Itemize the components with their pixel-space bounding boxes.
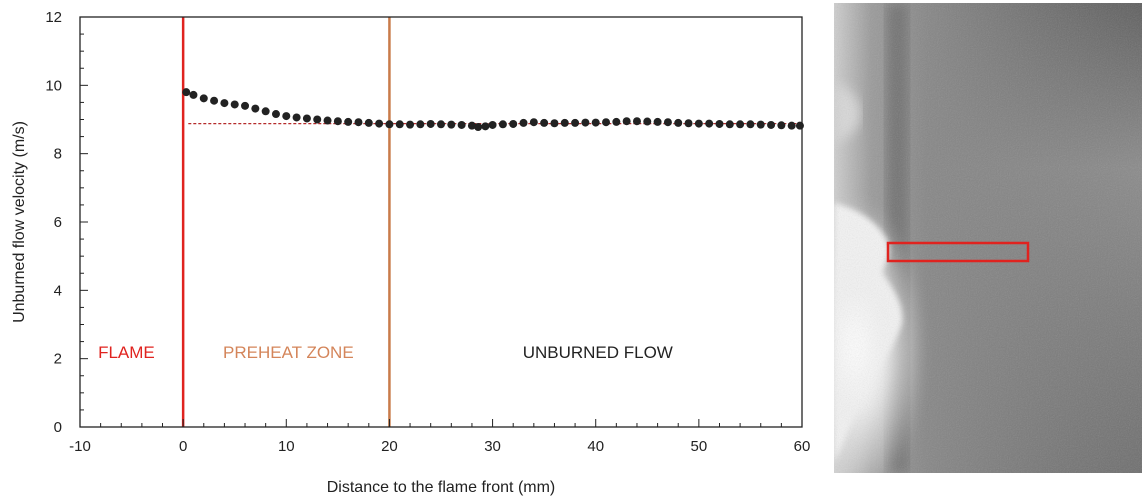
data-point bbox=[746, 120, 755, 129]
data-point bbox=[333, 117, 342, 126]
data-point bbox=[612, 117, 621, 126]
data-point bbox=[364, 118, 373, 127]
data-point bbox=[715, 119, 724, 128]
data-point bbox=[282, 112, 291, 121]
data-point bbox=[292, 113, 301, 122]
x-tick-label: 50 bbox=[691, 438, 708, 455]
data-point bbox=[457, 120, 466, 129]
flame-photo bbox=[834, 3, 1142, 473]
data-point bbox=[406, 120, 415, 129]
data-point-layer bbox=[182, 88, 804, 132]
data-point bbox=[488, 120, 497, 129]
y-tick-label: 2 bbox=[54, 351, 62, 368]
data-point bbox=[189, 90, 198, 99]
data-point bbox=[375, 119, 384, 128]
y-tick-label: 10 bbox=[45, 77, 62, 94]
data-point bbox=[663, 118, 672, 127]
data-point bbox=[725, 120, 734, 129]
data-point bbox=[261, 107, 270, 116]
data-point bbox=[643, 117, 652, 126]
data-point bbox=[602, 118, 611, 127]
data-point bbox=[251, 104, 260, 113]
data-point bbox=[241, 101, 250, 110]
data-point bbox=[705, 119, 714, 128]
y-tick-label: 0 bbox=[54, 419, 62, 436]
data-point bbox=[581, 118, 590, 127]
data-point bbox=[622, 117, 631, 126]
data-point bbox=[323, 116, 332, 125]
data-point bbox=[736, 120, 745, 129]
data-point bbox=[674, 118, 683, 127]
photo-grain bbox=[834, 3, 1142, 473]
x-tick-label: 30 bbox=[484, 438, 501, 455]
plot-frame bbox=[79, 16, 803, 428]
data-point bbox=[354, 118, 363, 127]
x-tick-label: -10 bbox=[69, 438, 91, 455]
data-point bbox=[540, 118, 549, 127]
data-point bbox=[529, 118, 538, 127]
y-axis-title: Unburned flow velocity (m/s) bbox=[11, 121, 28, 323]
data-point bbox=[787, 121, 796, 130]
data-point bbox=[591, 118, 600, 127]
data-point bbox=[313, 115, 322, 124]
zone-boundary-layer bbox=[181, 17, 391, 427]
data-point bbox=[550, 119, 559, 128]
x-tick-label: 40 bbox=[587, 438, 604, 455]
data-point bbox=[437, 120, 445, 129]
y-tick-label: 12 bbox=[45, 9, 62, 26]
axis-layer: -10 0 10 20 30 40 50 60 0 2 4 6 8 10 12 Distance to the… bbox=[11, 9, 810, 496]
x-tick-label: 60 bbox=[794, 438, 811, 455]
data-point bbox=[632, 117, 641, 126]
data-point bbox=[344, 117, 353, 126]
y-tick-label: 8 bbox=[54, 146, 62, 163]
data-point bbox=[385, 120, 394, 129]
data-point bbox=[795, 121, 804, 130]
data-point bbox=[571, 118, 580, 127]
data-point bbox=[182, 88, 191, 97]
measurement-region-box bbox=[886, 241, 1030, 263]
data-point bbox=[694, 119, 703, 128]
data-point bbox=[498, 120, 507, 129]
x-tick-label: 20 bbox=[381, 438, 398, 455]
data-point bbox=[220, 99, 229, 108]
data-point bbox=[426, 119, 435, 128]
x-tick-label: 0 bbox=[179, 438, 187, 455]
data-point bbox=[560, 118, 569, 127]
zone-label: FLAME bbox=[98, 343, 155, 362]
data-point bbox=[481, 122, 490, 131]
x-axis-title: Distance to the flame front (mm) bbox=[327, 479, 556, 496]
x-tick-label: 10 bbox=[278, 438, 295, 455]
data-point bbox=[767, 120, 776, 129]
data-point bbox=[467, 121, 476, 130]
y-tick-label: 4 bbox=[54, 282, 62, 299]
data-point bbox=[199, 94, 208, 103]
annotation-layer: FLAME PREHEAT ZONE UNBURNED FLOW bbox=[98, 343, 673, 362]
data-point bbox=[653, 117, 662, 126]
data-point bbox=[684, 119, 693, 128]
data-point bbox=[519, 118, 528, 127]
data-point bbox=[447, 120, 456, 129]
velocity-chart: FLAME PREHEAT ZONE UNBURNED FLOW -10 0 10 20 3… bbox=[11, 9, 810, 496]
data-point bbox=[777, 121, 786, 130]
data-point bbox=[474, 123, 483, 132]
data-point bbox=[509, 119, 518, 128]
zone-label: UNBURNED FLOW bbox=[523, 343, 673, 362]
data-point bbox=[395, 120, 404, 129]
data-point bbox=[756, 120, 765, 129]
data-point bbox=[230, 100, 239, 109]
data-point bbox=[416, 120, 425, 129]
data-point bbox=[302, 114, 311, 123]
zone-label: PREHEAT ZONE bbox=[223, 343, 354, 362]
data-point bbox=[210, 96, 219, 105]
y-tick-label: 6 bbox=[54, 214, 62, 231]
data-point bbox=[271, 110, 280, 119]
